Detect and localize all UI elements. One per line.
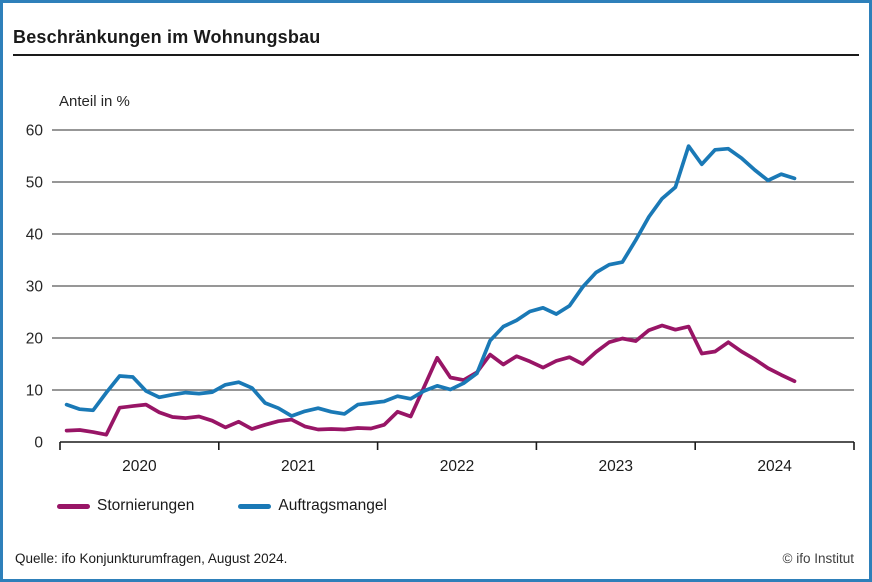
legend: Stornierungen Auftragsmangel — [57, 497, 387, 515]
title-underline — [13, 54, 859, 56]
svg-text:20: 20 — [26, 331, 44, 348]
svg-text:2023: 2023 — [599, 458, 633, 475]
stornierungen-line-swatch — [57, 503, 90, 509]
svg-text:40: 40 — [26, 227, 44, 244]
svg-text:0: 0 — [34, 435, 43, 452]
footer: Quelle: ifo Konjunkturumfragen, August 2… — [15, 551, 854, 566]
svg-text:2020: 2020 — [122, 458, 157, 475]
chart-title: Beschränkungen im Wohnungsbau — [13, 27, 321, 47]
svg-text:2022: 2022 — [440, 458, 474, 475]
svg-text:50: 50 — [26, 175, 44, 192]
svg-text:60: 60 — [26, 123, 44, 140]
legend-label-auftragsmangel: Auftragsmangel — [278, 497, 387, 514]
source-note: Quelle: ifo Konjunkturumfragen, August 2… — [15, 551, 288, 566]
auftragsmangel-line-swatch — [238, 503, 272, 509]
svg-text:10: 10 — [26, 383, 44, 400]
svg-text:30: 30 — [26, 279, 44, 296]
svg-text:2021: 2021 — [281, 458, 315, 475]
legend-item-auftragsmangel: Auftragsmangel — [238, 497, 387, 515]
line-chart: 0 10 20 30 40 50 60 2020 2021 2022 2023 2024 — [26, 123, 855, 475]
y-axis-unit-label: Anteil in % — [59, 93, 130, 110]
copyright-note: © ifo Institut — [782, 551, 854, 566]
legend-label-stornierungen: Stornierungen — [97, 497, 195, 514]
legend-item-stornierungen: Stornierungen — [57, 497, 194, 515]
svg-text:2024: 2024 — [757, 458, 792, 475]
